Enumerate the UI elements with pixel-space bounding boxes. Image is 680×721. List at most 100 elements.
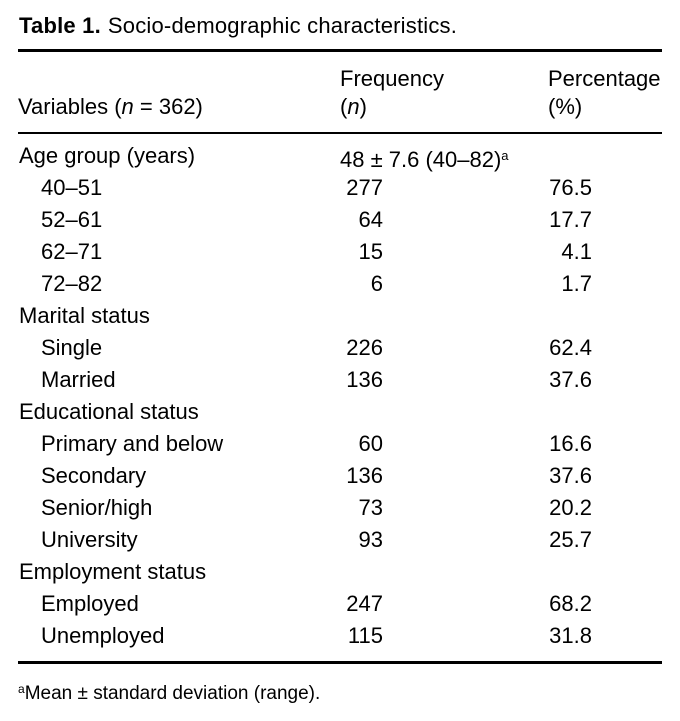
- row-percentage: 20.2: [548, 492, 662, 524]
- frequency-value: 73: [358, 495, 383, 520]
- row-percentage: 68.2: [548, 588, 662, 620]
- table-row-category: Educational status: [18, 396, 662, 428]
- row-frequency: [340, 300, 548, 332]
- percentage-value: 37.6: [549, 463, 592, 488]
- row-frequency: 6: [340, 268, 548, 300]
- row-label: Marital status: [19, 303, 150, 328]
- row-label: University: [41, 527, 138, 552]
- table-row: Employed 247 68.2: [18, 588, 662, 620]
- header-rule: [18, 131, 662, 134]
- header-frequency-n: n: [347, 93, 360, 119]
- frequency-value: 226: [346, 335, 383, 360]
- row-frequency: 226: [340, 332, 548, 364]
- percentage-value: 62.4: [549, 335, 592, 360]
- row-frequency: 93: [340, 524, 548, 556]
- footnote-superscript: a: [18, 681, 25, 696]
- row-frequency: [340, 396, 548, 428]
- row-percentage: 4.1: [548, 236, 662, 268]
- row-percentage: 1.7: [548, 268, 662, 300]
- row-label: 72–82: [41, 271, 103, 296]
- row-percentage: 37.6: [548, 460, 662, 492]
- table-body: Age group (years) 48 ± 7.6 (40–82)a 40–5…: [18, 134, 662, 661]
- row-percentage: 37.6: [548, 364, 662, 396]
- percentage-value: 16.6: [549, 431, 592, 456]
- table-row: Unemployed 115 31.8: [18, 620, 662, 652]
- row-percentage: 25.7: [548, 524, 662, 556]
- row-percentage: 17.7: [548, 204, 662, 236]
- row-frequency: 48 ± 7.6 (40–82)a: [340, 140, 548, 176]
- frequency-value: 277: [346, 175, 383, 200]
- header-percentage: Percentage (%): [548, 65, 662, 121]
- row-label: Educational status: [19, 399, 199, 424]
- header-variables-pre: Variables (: [18, 93, 122, 119]
- row-frequency: 136: [340, 460, 548, 492]
- table-row: Single 226 62.4: [18, 332, 662, 364]
- percentage-value: 31.8: [549, 623, 592, 648]
- top-rule: [18, 49, 662, 52]
- frequency-summary: 48 ± 7.6 (40–82): [340, 147, 502, 172]
- header-frequency-paren-close: ): [359, 93, 367, 119]
- frequency-value: 6: [370, 271, 383, 296]
- row-frequency: 64: [340, 204, 548, 236]
- percentage-value: 68.2: [549, 591, 592, 616]
- row-percentage: [548, 300, 662, 332]
- row-frequency: [340, 556, 548, 588]
- table-row: 72–82 6 1.7: [18, 268, 662, 300]
- row-frequency: 60: [340, 428, 548, 460]
- row-label: Senior/high: [41, 495, 153, 520]
- table-row: Married 136 37.6: [18, 364, 662, 396]
- percentage-value: 76.5: [549, 175, 592, 200]
- row-label: 52–61: [41, 207, 103, 232]
- table-row: Secondary 136 37.6: [18, 460, 662, 492]
- table-row: 40–51 277 76.5: [18, 172, 662, 204]
- row-frequency: 73: [340, 492, 548, 524]
- row-percentage: 16.6: [548, 428, 662, 460]
- row-frequency: 136: [340, 364, 548, 396]
- frequency-value: 60: [358, 431, 383, 456]
- row-frequency: 247: [340, 588, 548, 620]
- row-label: Primary and below: [41, 431, 224, 456]
- row-label: Employment status: [19, 559, 207, 584]
- row-percentage: 31.8: [548, 620, 662, 652]
- table-caption-label: Table 1.: [19, 13, 101, 38]
- table-row: Primary and below 60 16.6: [18, 428, 662, 460]
- row-label: Employed: [41, 591, 139, 616]
- row-percentage: [548, 396, 662, 428]
- header-percentage-line2: (%): [548, 93, 583, 119]
- header-variables-post: = 362): [133, 93, 203, 119]
- header-frequency-line1: Frequency: [340, 65, 444, 91]
- row-frequency: 277: [340, 172, 548, 204]
- row-percentage: 62.4: [548, 332, 662, 364]
- percentage-value: 25.7: [549, 527, 592, 552]
- row-label: Single: [41, 335, 103, 360]
- table-row: Senior/high 73 20.2: [18, 492, 662, 524]
- percentage-value: 20.2: [549, 495, 592, 520]
- table-row: University 93 25.7: [18, 524, 662, 556]
- table-row: Age group (years) 48 ± 7.6 (40–82)a: [18, 140, 662, 172]
- row-label: 40–51: [41, 175, 103, 200]
- table-header-row: Variables ( n = 362) Frequency (n) Percen…: [18, 52, 662, 132]
- row-percentage: [548, 140, 662, 176]
- row-percentage: [548, 556, 662, 588]
- row-frequency: 15: [340, 236, 548, 268]
- table-row: 52–61 64 17.7: [18, 204, 662, 236]
- header-frequency-paren-open: (: [340, 93, 348, 119]
- row-label: 62–71: [41, 239, 103, 264]
- frequency-value: 93: [358, 527, 383, 552]
- percentage-value: 1.7: [561, 271, 592, 296]
- header-frequency-line2: (n): [340, 93, 548, 121]
- frequency-value: 136: [346, 367, 383, 392]
- row-label: Unemployed: [41, 623, 165, 648]
- table-caption-text: Socio-demographic characteristics.: [107, 13, 458, 38]
- header-frequency: Frequency (n): [340, 65, 548, 121]
- frequency-value: 136: [346, 463, 383, 488]
- row-label: Secondary: [41, 463, 147, 488]
- table-footnote: aMean ± standard deviation (range).: [18, 676, 662, 707]
- frequency-superscript: a: [501, 148, 509, 163]
- footnote-text: Mean ± standard deviation (range).: [24, 682, 321, 704]
- row-percentage: 76.5: [548, 172, 662, 204]
- frequency-value: 247: [346, 591, 383, 616]
- table-container: Table 1. Socio-demographic characteristic…: [18, 0, 662, 707]
- frequency-value: 115: [347, 623, 383, 648]
